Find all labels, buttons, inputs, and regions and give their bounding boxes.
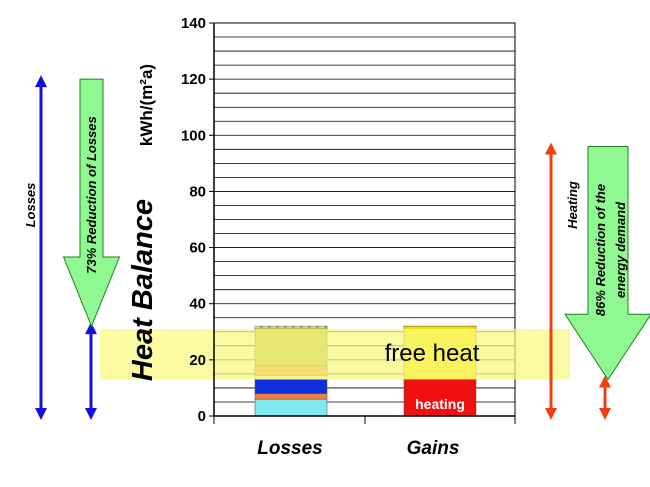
- heating-reduction-label-1: 86% Reduction of the: [593, 184, 608, 316]
- y-tick-label: 20: [189, 352, 206, 369]
- chart-title: Heat Balance: [127, 199, 159, 381]
- heating-side-label: Heating: [565, 181, 580, 229]
- losses-range-arrow-arrowhead-bottom: [35, 408, 47, 420]
- bar-segment-losses: [254, 393, 328, 400]
- losses-reduction-label: 73% Reduction of Losses: [84, 116, 99, 273]
- free-heat-label: free heat: [385, 340, 480, 367]
- y-tick-label: 0: [198, 408, 206, 425]
- y-axis-label: kWh/(m²a): [137, 64, 156, 146]
- losses-side-label: Losses: [23, 183, 38, 228]
- y-tick-label: 120: [181, 71, 206, 88]
- bar-segment-losses: [254, 379, 328, 394]
- heating-range-arrow-arrowhead-bottom: [545, 408, 557, 420]
- y-tick-label: 140: [181, 15, 206, 32]
- heating-reduction-arrow: [564, 146, 650, 381]
- annotations: [35, 75, 650, 420]
- y-tick-label: 100: [181, 127, 206, 144]
- y-tick-label: 60: [189, 240, 206, 257]
- heating-reduction-label-2: energy demand: [613, 201, 628, 298]
- heating-remaining-arrow-arrowhead-top: [599, 375, 611, 388]
- y-axis: 0 20 40 60 80 100 120 140: [181, 15, 516, 425]
- bars: [100, 325, 570, 417]
- y-tick-label: 40: [189, 296, 206, 313]
- heating-range-arrow-arrowhead-top: [545, 142, 557, 155]
- losses-remaining-arrow-arrowhead-bottom: [85, 408, 97, 420]
- free-heat-band-rect: [100, 328, 570, 380]
- y-tick-label: 80: [189, 183, 206, 200]
- bar-segment-losses: [254, 398, 328, 417]
- heating-remaining-arrow-arrowhead-bottom: [599, 408, 611, 420]
- category-label-gains: Gains: [407, 438, 460, 459]
- category-label-losses: Losses: [257, 438, 322, 459]
- heating-bar-label: heating: [415, 396, 465, 412]
- losses-reduction-arrow: [62, 78, 121, 328]
- losses-remaining-arrow-arrowhead-top: [85, 322, 97, 335]
- losses-range-arrow-arrowhead-top: [35, 75, 47, 88]
